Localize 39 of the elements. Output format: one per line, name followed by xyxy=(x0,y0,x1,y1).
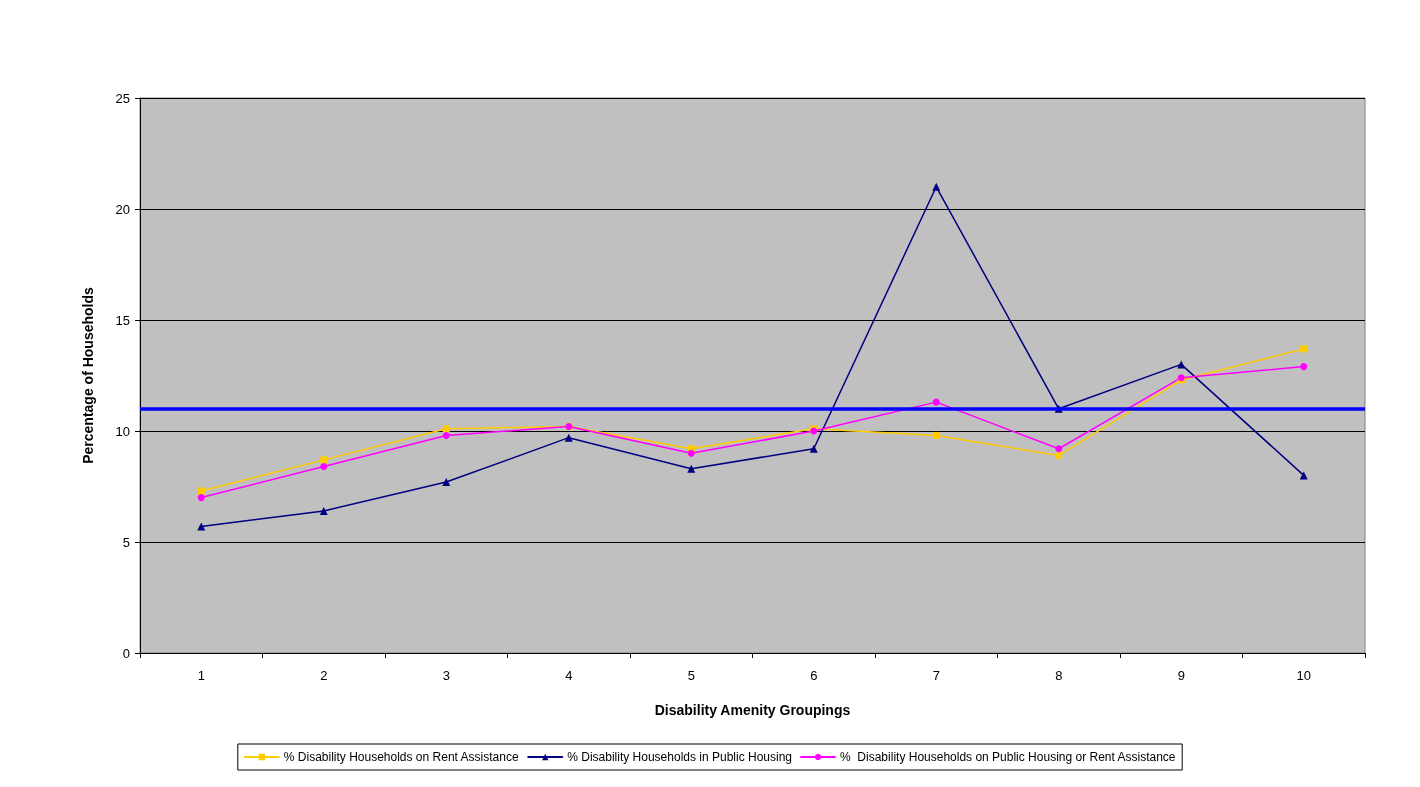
point xyxy=(687,464,696,473)
point xyxy=(932,182,941,191)
point xyxy=(932,398,940,406)
point xyxy=(1300,345,1308,353)
point xyxy=(320,463,328,471)
y-tick-label: 5 xyxy=(122,534,130,550)
y-tick-label: 15 xyxy=(115,312,130,328)
x-tick-label: 3 xyxy=(442,668,450,683)
x-tick-label: 2 xyxy=(320,668,328,683)
point xyxy=(442,431,450,439)
x-tick-label: 9 xyxy=(1177,668,1185,683)
point xyxy=(197,494,205,502)
x-tick-label: 10 xyxy=(1296,668,1311,683)
point xyxy=(1055,451,1063,459)
point xyxy=(932,431,940,439)
point xyxy=(320,456,328,464)
point xyxy=(1055,445,1063,453)
x-tick-label: 4 xyxy=(565,668,573,683)
point xyxy=(319,506,328,515)
point xyxy=(564,433,573,442)
point xyxy=(197,487,205,495)
y-tick-label: 25 xyxy=(115,90,130,106)
x-tick-label: 6 xyxy=(810,668,818,683)
y-tick-label: 10 xyxy=(115,423,130,439)
legend-label: % Disability Households on Public Housing or Rent Assistance xyxy=(840,750,1176,764)
point xyxy=(809,444,818,453)
y-tick-label: 20 xyxy=(115,201,130,217)
y-axis-title: Percentage of Households xyxy=(80,286,96,464)
point xyxy=(1300,363,1308,371)
legend-label: % Disability Households on Rent Assistance xyxy=(283,750,519,764)
x-tick-label: 7 xyxy=(932,668,940,683)
x-tick-label: 8 xyxy=(1055,668,1063,683)
x-axis-title: Disability Amenity Groupings xyxy=(654,702,851,718)
point xyxy=(687,449,695,457)
legend-label: % Disability Households in Public Housing xyxy=(567,750,793,764)
y-tick-label: 0 xyxy=(122,645,130,661)
point xyxy=(442,425,450,433)
x-tick-label: 5 xyxy=(687,668,695,683)
x-tick-label: 1 xyxy=(197,668,205,683)
